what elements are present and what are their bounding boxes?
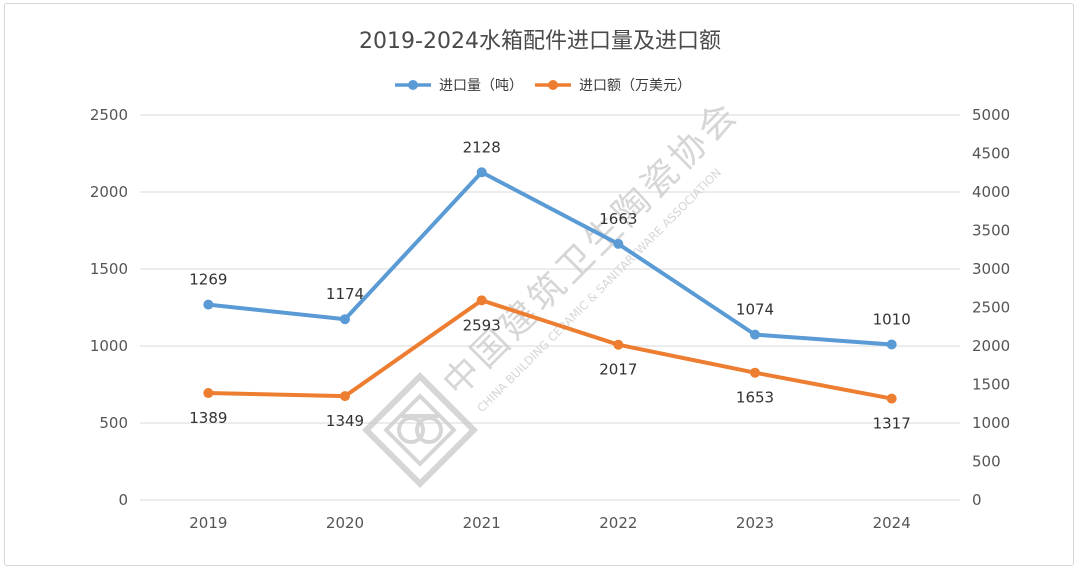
- y-left-tick-label: 1000: [90, 337, 128, 355]
- y-right-tick-label: 3000: [972, 260, 1010, 278]
- data-label: 1389: [189, 409, 227, 427]
- data-label: 1349: [326, 412, 364, 430]
- x-tick-label: 2019: [189, 514, 227, 532]
- y-right-tick-label: 4000: [972, 183, 1010, 201]
- x-tick-label: 2024: [873, 514, 911, 532]
- data-point: [886, 393, 897, 404]
- legend: 进口量（吨） 进口额（万美元）: [395, 78, 691, 94]
- data-label: 1269: [189, 271, 227, 289]
- legend-item: 进口额（万美元）: [535, 78, 691, 94]
- data-point: [886, 339, 897, 350]
- watermark-logo-icon: [397, 414, 443, 444]
- data-label: 2128: [463, 138, 501, 156]
- watermark: 中国建筑卫生陶瓷协会 CHINA BUILDING CERAMIC & SANI…: [362, 93, 747, 488]
- y-axis-left: 0 500 1000 1500 2000 2500: [90, 106, 128, 509]
- series-layer: [203, 167, 897, 404]
- y-right-tick-label: 2500: [972, 299, 1010, 317]
- y-right-tick-label: 2000: [972, 337, 1010, 355]
- y-left-tick-label: 2000: [90, 183, 128, 201]
- legend-item: 进口量（吨）: [395, 78, 523, 94]
- y-right-tick-label: 1000: [972, 414, 1010, 432]
- legend-marker: [408, 80, 418, 90]
- legend-label: 进口量（吨）: [439, 78, 523, 94]
- data-point: [613, 238, 624, 249]
- watermark-logo-inner: [383, 393, 457, 467]
- y-left-tick-label: 0: [118, 491, 128, 509]
- data-point: [203, 388, 214, 399]
- y-left-tick-label: 500: [99, 414, 128, 432]
- y-right-tick-label: 4500: [972, 145, 1010, 163]
- data-label: 1174: [326, 285, 364, 303]
- data-point: [750, 367, 760, 378]
- data-point: [203, 299, 214, 310]
- data-label: 1317: [873, 415, 911, 433]
- y-axis-right: 0 500 1000 1500 2000 2500 3000 3500 4000 4500 5000: [972, 106, 1010, 509]
- chart-frame: [4, 3, 1074, 566]
- data-point: [340, 314, 350, 325]
- series-line: [206, 170, 894, 347]
- y-right-tick-label: 500: [972, 453, 1001, 471]
- data-labels: 1269 1174 2128 1663 1074 1010 1389 1349 2593 2017…: [189, 138, 911, 432]
- data-point: [750, 329, 760, 340]
- y-right-tick-label: 3500: [972, 222, 1010, 240]
- x-tick-label: 2023: [736, 514, 774, 532]
- data-point: [476, 167, 487, 178]
- legend-marker: [548, 80, 558, 90]
- legend-label: 进口额（万美元）: [579, 78, 691, 94]
- y-right-tick-label: 5000: [972, 106, 1010, 124]
- y-right-tick-label: 1500: [972, 376, 1010, 394]
- chart-title: 2019-2024水箱配件进口量及进口额: [359, 29, 721, 54]
- data-point: [340, 391, 350, 402]
- data-point: [476, 295, 487, 306]
- data-label: 2017: [599, 361, 637, 379]
- y-left-tick-label: 2500: [90, 106, 128, 124]
- data-label: 1653: [736, 389, 774, 407]
- y-right-tick-label: 0: [972, 491, 982, 509]
- x-tick-label: 2022: [599, 514, 637, 532]
- x-axis: 2019 2020 2021 2022 2023 2024: [189, 514, 911, 532]
- data-label: 1010: [873, 310, 911, 328]
- watermark-logo-frame: [362, 372, 478, 488]
- data-point: [613, 339, 624, 350]
- data-label: 1074: [736, 301, 774, 319]
- y-left-tick-label: 1500: [90, 260, 128, 278]
- data-label: 2593: [463, 316, 501, 334]
- data-label: 1663: [599, 210, 637, 228]
- x-tick-label: 2021: [463, 514, 501, 532]
- series-line: [206, 298, 894, 401]
- x-tick-label: 2020: [326, 514, 364, 532]
- gridlines: [140, 114, 960, 501]
